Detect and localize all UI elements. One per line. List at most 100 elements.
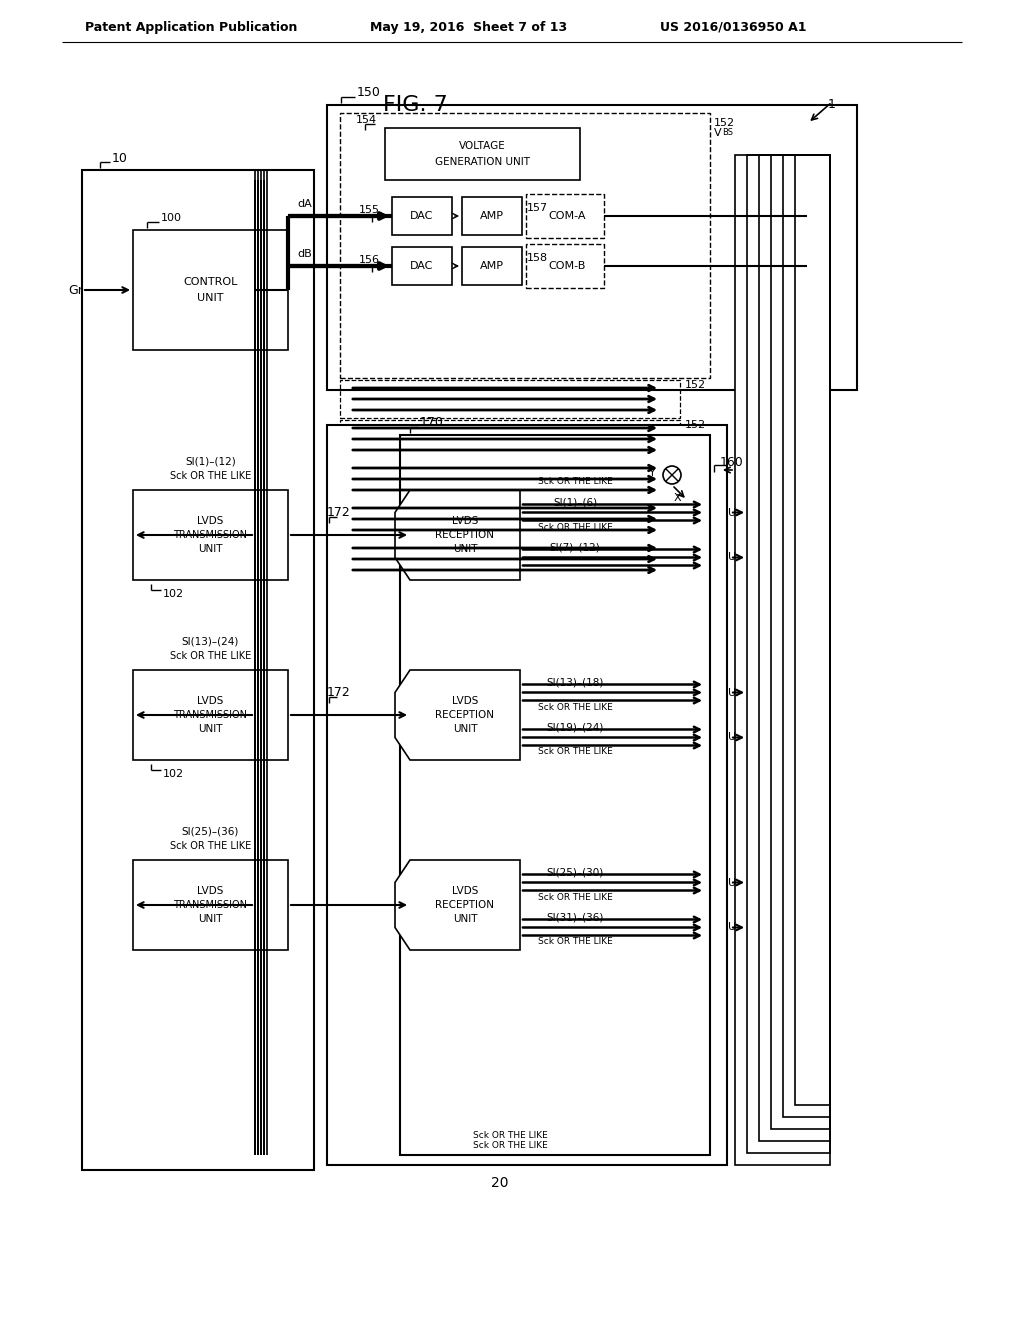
Text: TRANSMISSION: TRANSMISSION (173, 531, 248, 540)
Bar (783, 154, 830, 1117)
Text: V: V (714, 128, 722, 139)
Text: 158: 158 (527, 253, 548, 263)
Text: 157: 157 (527, 203, 548, 213)
Text: AMP: AMP (480, 261, 504, 271)
Bar (746, 154, 830, 1152)
Bar (133, 490, 288, 579)
Text: SI(25)–(36): SI(25)–(36) (182, 828, 240, 837)
Text: AMP: AMP (480, 211, 504, 220)
Text: LVDS: LVDS (198, 516, 223, 525)
Text: UNIT: UNIT (453, 913, 477, 924)
Bar (133, 230, 288, 350)
Text: Y: Y (649, 469, 656, 478)
Bar (385, 128, 580, 180)
Text: U: U (728, 923, 736, 932)
Text: dB: dB (298, 249, 312, 259)
Text: FIG. 7: FIG. 7 (383, 95, 447, 115)
Text: RECEPTION: RECEPTION (435, 900, 495, 909)
Text: LVDS: LVDS (452, 886, 478, 896)
Bar (795, 154, 830, 1105)
Polygon shape (395, 671, 520, 760)
Text: UNIT: UNIT (199, 913, 223, 924)
Text: Sck OR THE LIKE: Sck OR THE LIKE (538, 937, 612, 946)
Text: LVDS: LVDS (198, 696, 223, 706)
Text: Sck OR THE LIKE: Sck OR THE LIKE (170, 471, 251, 480)
Text: 150: 150 (357, 87, 381, 99)
Text: 160: 160 (720, 455, 743, 469)
Text: SI(19)–(24): SI(19)–(24) (547, 722, 604, 733)
Text: 172: 172 (327, 686, 351, 700)
Text: dA: dA (298, 199, 312, 209)
Text: SI(25)–(30): SI(25)–(30) (547, 867, 603, 878)
Bar (400, 436, 710, 1155)
Text: U: U (728, 878, 736, 887)
Text: 152: 152 (685, 420, 707, 430)
Bar (392, 197, 452, 235)
Text: VOLTAGE: VOLTAGE (459, 141, 506, 150)
Bar (340, 380, 680, 418)
Bar (462, 247, 522, 285)
Text: RECEPTION: RECEPTION (435, 531, 495, 540)
Bar (526, 244, 604, 288)
Bar (771, 154, 830, 1129)
Text: UNIT: UNIT (199, 723, 223, 734)
Text: 100: 100 (161, 213, 182, 223)
Text: Sck OR THE LIKE: Sck OR THE LIKE (538, 747, 612, 756)
Bar (392, 247, 452, 285)
Text: 154: 154 (356, 115, 377, 125)
Bar (133, 861, 288, 950)
Text: RECEPTION: RECEPTION (435, 710, 495, 719)
Text: Sck OR THE LIKE: Sck OR THE LIKE (538, 478, 612, 487)
Text: COM-A: COM-A (548, 211, 586, 220)
Bar (759, 154, 830, 1140)
Text: SI(1)–(12): SI(1)–(12) (185, 457, 236, 467)
Text: CONTROL: CONTROL (183, 277, 238, 286)
Bar (327, 106, 857, 389)
Text: May 19, 2016  Sheet 7 of 13: May 19, 2016 Sheet 7 of 13 (370, 21, 567, 33)
Text: Sck OR THE LIKE: Sck OR THE LIKE (170, 651, 251, 661)
Text: DAC: DAC (411, 211, 434, 220)
Text: 152: 152 (714, 117, 735, 128)
Text: U: U (728, 507, 736, 517)
Text: GENERATION UNIT: GENERATION UNIT (435, 157, 530, 168)
Text: 152: 152 (685, 380, 707, 389)
Text: U: U (728, 553, 736, 562)
Text: DAC: DAC (411, 261, 434, 271)
Text: 20: 20 (492, 1176, 509, 1191)
Text: Patent Application Publication: Patent Application Publication (85, 21, 297, 33)
Polygon shape (395, 490, 520, 579)
Text: SI(7)–(12): SI(7)–(12) (550, 543, 600, 553)
Text: UNIT: UNIT (198, 293, 224, 304)
Text: 170: 170 (420, 417, 443, 429)
Text: Sck OR THE LIKE: Sck OR THE LIKE (538, 702, 612, 711)
Text: BS: BS (722, 128, 733, 137)
Text: 156: 156 (359, 255, 380, 265)
Text: SI(1)–(6): SI(1)–(6) (553, 498, 597, 507)
Text: US 2016/0136950 A1: US 2016/0136950 A1 (660, 21, 807, 33)
Text: 172: 172 (327, 507, 351, 520)
Text: U: U (728, 733, 736, 742)
Text: 102: 102 (163, 770, 184, 779)
Text: Sck OR THE LIKE: Sck OR THE LIKE (538, 523, 612, 532)
Text: SI(31)–(36): SI(31)–(36) (547, 912, 604, 923)
Bar (340, 459, 680, 498)
Text: U: U (728, 688, 736, 697)
Text: Sck OR THE LIKE: Sck OR THE LIKE (170, 841, 251, 851)
Text: TRANSMISSION: TRANSMISSION (173, 710, 248, 719)
Text: X: X (674, 492, 682, 503)
Text: LVDS: LVDS (198, 886, 223, 896)
Text: SI(13)–(24): SI(13)–(24) (182, 638, 240, 647)
Text: Sck OR THE LIKE: Sck OR THE LIKE (473, 1130, 548, 1139)
Bar (327, 425, 727, 1166)
Text: 155: 155 (359, 205, 380, 215)
Bar (340, 420, 680, 458)
Bar (340, 114, 710, 378)
Text: Sck OR THE LIKE: Sck OR THE LIKE (473, 1140, 548, 1150)
Text: COM-B: COM-B (548, 261, 586, 271)
Polygon shape (395, 861, 520, 950)
Bar (340, 540, 680, 578)
Text: UNIT: UNIT (453, 723, 477, 734)
Text: LVDS: LVDS (452, 696, 478, 706)
Bar (133, 671, 288, 760)
Bar (462, 197, 522, 235)
